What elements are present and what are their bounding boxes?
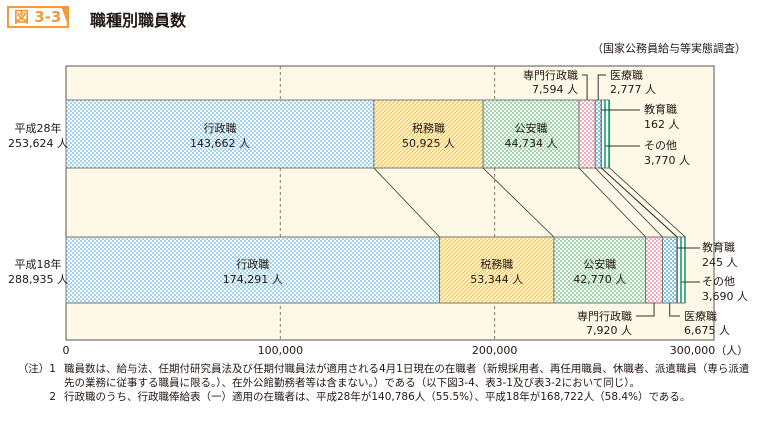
bar-segment-4 — [594, 99, 602, 169]
bar-segment-0 — [65, 236, 441, 304]
label-name: 教育職 — [702, 240, 735, 254]
figure-title: 職種別職員数 — [90, 11, 187, 30]
label-name: 医療職 — [684, 309, 717, 323]
category-total: 253,624 人 — [8, 137, 68, 150]
label-name: 専門行政職 — [577, 309, 632, 323]
bar-segment-3 — [578, 99, 596, 169]
label-value: 7,920 人 — [586, 324, 632, 337]
bar-segment-2 — [482, 99, 580, 169]
connector-line — [601, 167, 678, 238]
x-tick-label: 100,000 — [258, 344, 304, 357]
leader-line — [669, 303, 680, 317]
category-label: 平成28年 — [15, 121, 62, 135]
label-value: 6,675 人 — [684, 324, 730, 337]
bar-segment-1 — [439, 236, 555, 304]
notes: （注）1 職員数は、給与法、任期付研究員法及び任期付職員法が適用される4月1日現在… — [8, 362, 753, 404]
bar-segment-6 — [601, 99, 611, 169]
bar-segment-6 — [676, 236, 686, 304]
connector-line — [373, 167, 440, 238]
segment-value: 53,344 人 — [470, 273, 523, 286]
segment-value: 143,662 人 — [190, 137, 250, 150]
note-2: 2 行政職のうち、行政職俸給表（一）適用の在職者は、平成28年が140,786人（… — [49, 391, 691, 403]
segment-name: 税務職 — [480, 257, 513, 271]
label-name: その他 — [644, 139, 677, 152]
bar-segment-3 — [645, 236, 664, 304]
bar-segment-0 — [65, 99, 375, 169]
note-1: （注）1 職員数は、給与法、任期付研究員法及び任期付職員法が適用される4月1日現在… — [17, 363, 750, 389]
label-name: 専門行政職 — [523, 68, 578, 82]
bar-segment-1 — [373, 99, 484, 169]
leader-line — [582, 74, 588, 100]
connector-line — [482, 167, 555, 238]
segment-value: 42,770 人 — [573, 273, 626, 286]
x-tick-label: 0 — [63, 344, 70, 357]
label-name: 医療職 — [610, 68, 643, 82]
x-tick-label: 300,000（人） — [670, 344, 749, 357]
label-value: 3,690 人 — [702, 290, 748, 303]
connector-line — [578, 167, 646, 238]
segment-name: 税務職 — [412, 121, 445, 135]
segment-value: 174,291 人 — [223, 273, 283, 286]
segment-value: 44,734 人 — [505, 137, 558, 150]
label-value: 245 人 — [702, 256, 738, 269]
leader-line — [597, 74, 606, 100]
label-value: 7,594 人 — [532, 83, 578, 96]
label-value: 162 人 — [644, 118, 680, 131]
segment-name: 行政職 — [203, 121, 236, 135]
label-value: 3,770 人 — [644, 154, 690, 167]
figure-number-badge: 図 3-3 — [7, 6, 69, 28]
category-label: 平成18年 — [15, 257, 62, 271]
label-value: 2,777 人 — [610, 83, 656, 96]
label-name: 教育職 — [644, 102, 677, 116]
bar-segment-4 — [662, 236, 678, 304]
segment-name: 公安職 — [583, 257, 616, 271]
segment-name: 公安職 — [515, 121, 548, 135]
bar-segment-2 — [553, 236, 647, 304]
label-name: その他 — [702, 275, 735, 288]
source-note: （国家公務員給与等実態調査） — [592, 42, 746, 55]
connector-line — [609, 167, 686, 238]
x-tick-label: 200,000 — [472, 344, 518, 357]
leader-line — [636, 303, 655, 317]
segment-value: 50,925 人 — [402, 137, 455, 150]
connector-line — [594, 167, 663, 238]
segment-name: 行政職 — [236, 257, 269, 271]
category-total: 288,935 人 — [8, 273, 68, 286]
